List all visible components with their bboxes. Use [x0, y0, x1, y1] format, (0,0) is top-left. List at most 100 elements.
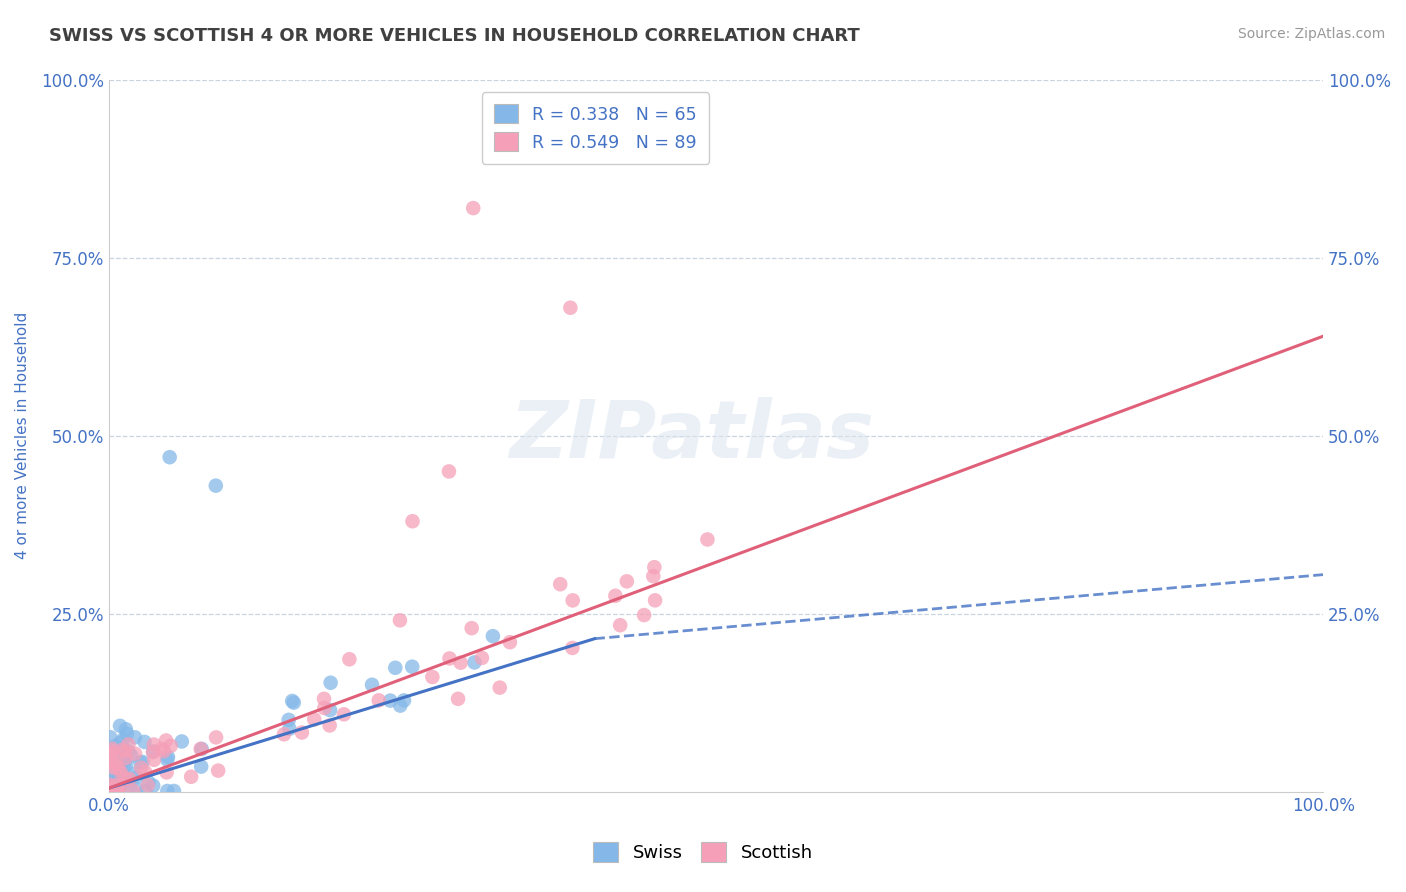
Point — [124, 731, 146, 745]
Point — [482, 629, 505, 643]
Point — [204, 478, 226, 492]
Point — [644, 593, 666, 607]
Point — [437, 465, 460, 479]
Point — [104, 739, 127, 753]
Point — [463, 201, 485, 215]
Point — [155, 733, 177, 747]
Point — [153, 744, 176, 758]
Point — [314, 701, 336, 715]
Point — [150, 742, 173, 756]
Point — [156, 784, 179, 798]
Point — [124, 747, 146, 761]
Point — [114, 759, 136, 773]
Point — [110, 778, 132, 792]
Point — [108, 719, 131, 733]
Point — [122, 766, 145, 780]
Point — [98, 753, 121, 767]
Point — [104, 756, 127, 770]
Point — [319, 675, 342, 690]
Point — [108, 774, 131, 789]
Point — [100, 773, 122, 788]
Point — [107, 748, 129, 763]
Point — [105, 784, 128, 798]
Point — [560, 301, 582, 315]
Point — [633, 608, 655, 623]
Point — [159, 739, 181, 753]
Point — [136, 778, 159, 792]
Text: Source: ZipAtlas.com: Source: ZipAtlas.com — [1237, 27, 1385, 41]
Point — [112, 748, 135, 763]
Point — [401, 659, 423, 673]
Point — [118, 772, 141, 786]
Point — [107, 784, 129, 798]
Point — [129, 761, 152, 775]
Point — [163, 784, 186, 798]
Point — [98, 731, 121, 745]
Legend: R = 0.338   N = 65, R = 0.549   N = 89: R = 0.338 N = 65, R = 0.549 N = 89 — [482, 92, 709, 164]
Point — [302, 712, 325, 726]
Point — [108, 751, 131, 765]
Point — [180, 770, 202, 784]
Point — [170, 734, 193, 748]
Point — [101, 742, 124, 756]
Point — [98, 750, 121, 764]
Point — [100, 784, 122, 798]
Point — [696, 533, 718, 547]
Text: SWISS VS SCOTTISH 4 OR MORE VEHICLES IN HOUSEHOLD CORRELATION CHART: SWISS VS SCOTTISH 4 OR MORE VEHICLES IN … — [49, 27, 860, 45]
Point — [333, 707, 356, 722]
Point — [101, 784, 124, 798]
Point — [156, 750, 179, 764]
Point — [392, 693, 415, 707]
Point — [548, 577, 571, 591]
Point — [384, 661, 406, 675]
Point — [142, 744, 165, 758]
Point — [111, 732, 134, 747]
Point — [488, 681, 510, 695]
Point — [156, 765, 179, 780]
Point — [114, 751, 136, 765]
Point — [105, 783, 128, 797]
Point — [205, 731, 228, 745]
Point — [111, 743, 134, 757]
Point — [159, 450, 181, 465]
Point — [110, 736, 132, 750]
Point — [561, 593, 583, 607]
Point — [107, 784, 129, 798]
Point — [439, 651, 461, 665]
Point — [115, 727, 138, 741]
Point — [499, 635, 522, 649]
Point — [117, 773, 139, 788]
Point — [156, 753, 179, 767]
Point — [339, 652, 361, 666]
Point — [122, 784, 145, 798]
Point — [117, 744, 139, 758]
Point — [104, 747, 127, 761]
Point — [110, 766, 132, 780]
Point — [125, 782, 148, 797]
Point — [101, 745, 124, 759]
Point — [100, 746, 122, 760]
Point — [112, 744, 135, 758]
Point — [104, 758, 127, 772]
Point — [278, 722, 301, 736]
Point — [450, 656, 472, 670]
Point — [190, 759, 212, 773]
Point — [135, 784, 157, 798]
Point — [100, 768, 122, 782]
Point — [143, 753, 166, 767]
Point — [142, 779, 165, 793]
Point — [125, 771, 148, 785]
Point — [100, 784, 122, 798]
Point — [114, 754, 136, 768]
Point — [401, 514, 423, 528]
Point — [283, 696, 305, 710]
Point — [605, 589, 627, 603]
Point — [98, 778, 121, 792]
Point — [142, 745, 165, 759]
Y-axis label: 4 or more Vehicles in Household: 4 or more Vehicles in Household — [15, 312, 30, 559]
Point — [138, 775, 160, 789]
Point — [114, 745, 136, 759]
Point — [101, 748, 124, 763]
Point — [103, 761, 125, 775]
Point — [312, 691, 335, 706]
